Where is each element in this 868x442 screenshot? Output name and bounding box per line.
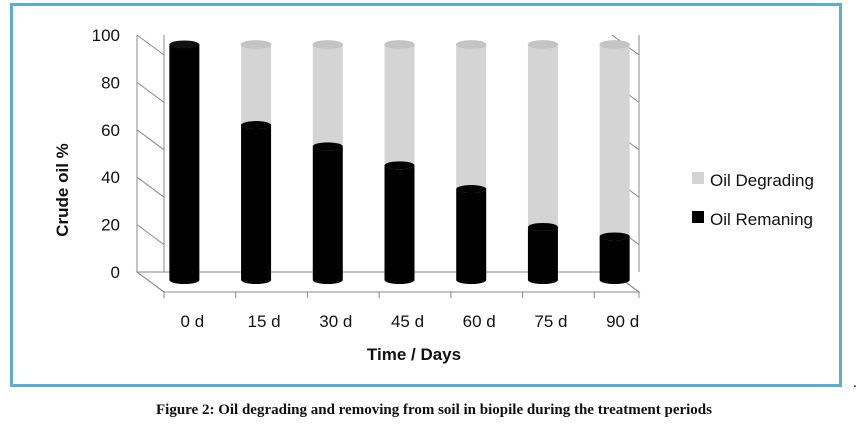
bar-oil-degrading (527, 44, 558, 231)
gridline-left (136, 176, 165, 198)
y-tick-label: 60 (101, 121, 120, 140)
x-tick-label: 75 d (534, 312, 567, 331)
bar-oil-remaining (169, 44, 200, 285)
bars (169, 40, 630, 285)
bar-oil-remaining (384, 165, 415, 284)
x-tick-label: 0 d (181, 312, 205, 331)
bar-top-cap (599, 40, 630, 49)
x-axis-ticks: 0 d 15 d 30 d 45 d 60 d 75 d 90 d (163, 292, 640, 331)
legend-label-oil-remaining: Oil Remaning (710, 210, 813, 229)
bar-oil-remaining (241, 125, 272, 284)
bar-segment-boundary (241, 121, 272, 130)
bar-segment-boundary (456, 185, 487, 194)
y-tick-label: 100 (92, 26, 120, 45)
bar-segment-boundary (312, 142, 343, 151)
gridline-left (136, 271, 165, 293)
gridline-left (136, 34, 165, 56)
stacked-bar-chart: 0 20 40 60 80 100 0 d 15 d 30 d 45 d 60 d 75 d 90 d… (53, 26, 814, 364)
x-axis-title: Time / Days (367, 345, 461, 364)
gridline-left (136, 129, 165, 151)
legend-swatch-oil-degrading (692, 172, 704, 184)
y-tick-label: 80 (101, 73, 120, 92)
gridline-left (136, 224, 165, 246)
bar-top-cap (240, 40, 272, 49)
bar-top-cap (455, 40, 487, 49)
figure-caption: Figure 2: Oil degrading and removing fro… (156, 402, 712, 418)
x-tick-label: 90 d (606, 312, 639, 331)
bar-oil-degrading (599, 44, 630, 241)
bar-oil-remaining (527, 226, 558, 284)
bar-segment-boundary (384, 161, 415, 170)
y-tick-label: 0 (111, 263, 120, 282)
x-tick-label: 45 d (391, 312, 424, 331)
bar-segment-boundary (599, 232, 630, 241)
legend-swatch-oil-remaining (692, 211, 704, 223)
gridline-left (136, 81, 165, 103)
bar-segment-boundary (527, 222, 558, 231)
legend-label-oil-degrading: Oil Degrading (710, 171, 814, 190)
y-tick-label: 20 (101, 216, 120, 235)
x-tick-label: 30 d (319, 312, 352, 331)
bar-oil-degrading (384, 44, 415, 170)
bar-oil-degrading (312, 44, 343, 151)
bar-top-cap (384, 40, 415, 49)
x-tick-label: 15 d (248, 312, 281, 331)
legend: Oil Degrading Oil Remaning (692, 171, 814, 229)
bar-oil-degrading (456, 44, 487, 194)
figure-frame (10, 3, 842, 387)
x-tick-label: 60 d (463, 312, 496, 331)
bar-oil-remaining (456, 189, 487, 284)
bar-top-cap (527, 40, 559, 49)
bar-top-cap (169, 40, 200, 49)
y-axis-ticks: 0 20 40 60 80 100 (92, 26, 138, 282)
bar-top-cap (312, 40, 344, 49)
y-axis-title: Crude oil % (53, 143, 72, 237)
bar-oil-remaining (312, 146, 343, 284)
trailing-mark: . (853, 375, 857, 391)
y-tick-label: 40 (101, 168, 120, 187)
bar-oil-degrading (241, 44, 272, 130)
bar-oil-remaining (599, 236, 630, 284)
